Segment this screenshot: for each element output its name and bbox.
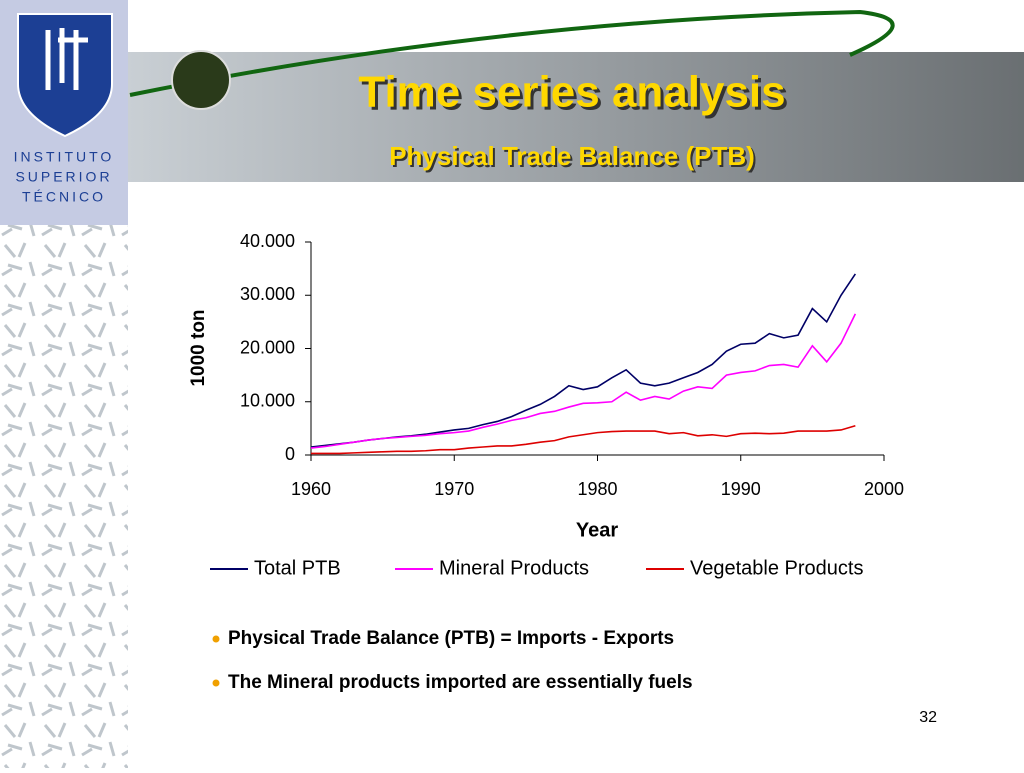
side-pattern: [0, 225, 128, 768]
bullet-dot: [212, 679, 220, 687]
series-line: [310, 313, 857, 449]
x-tick-label: 2000: [864, 479, 904, 499]
title: Time series analysis: [358, 68, 785, 117]
y-tick-label: 30.000: [240, 284, 295, 304]
x-tick-label: 1960: [291, 479, 331, 499]
x-axis-label: Year: [576, 519, 618, 541]
series-line: [311, 424, 856, 455]
logo-shield: [17, 13, 113, 138]
y-tick-label: 10.000: [240, 391, 295, 411]
swoosh: [129, 9, 895, 97]
bullet-dot: [212, 635, 220, 643]
y-tick-label: 40.000: [240, 231, 295, 251]
logo-text: TÉCNICO: [22, 189, 106, 205]
page-number: 32: [919, 709, 937, 726]
legend-label: Total PTB: [254, 557, 341, 579]
legend-label: Vegetable Products: [690, 557, 863, 579]
bullet: Physical Trade Balance (PTB) = Imports -…: [228, 628, 674, 649]
logo-text: SUPERIOR: [15, 169, 112, 185]
bullet: The Mineral products imported are essent…: [228, 672, 693, 693]
series-line: [310, 273, 857, 448]
logo-mark: [45, 28, 88, 90]
legend-label: Mineral Products: [439, 557, 589, 579]
x-tick-label: 1980: [577, 479, 617, 499]
x-tick-label: 1970: [434, 479, 474, 499]
in-logo: [171, 50, 231, 110]
logo-text: INSTITUTO: [14, 149, 115, 165]
y-axis-label: 1000 ton: [188, 309, 209, 386]
header-band: [128, 52, 1024, 182]
subtitle: Physical Trade Balance (PTB): [389, 141, 755, 171]
x-tick-label: 1990: [721, 479, 761, 499]
y-tick-label: 0: [285, 444, 295, 464]
y-tick-label: 20.000: [240, 337, 295, 357]
